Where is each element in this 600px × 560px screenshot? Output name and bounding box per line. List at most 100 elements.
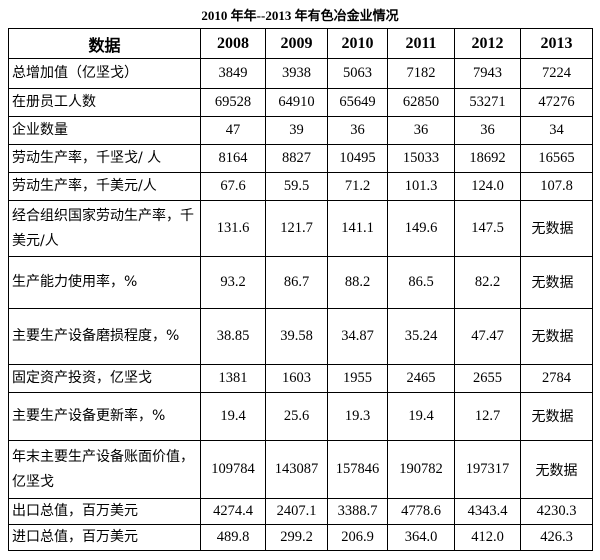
cell: 2655 <box>454 364 521 393</box>
cell: 19.4 <box>387 392 455 441</box>
cell: 7182 <box>387 58 455 89</box>
cell: 15033 <box>387 144 455 173</box>
cell: 124.0 <box>454 172 521 201</box>
cell: 39 <box>265 116 328 145</box>
row-label: 主要生产设备更新率，% <box>8 392 201 441</box>
cell: 2465 <box>387 364 455 393</box>
column-header: 2011 <box>387 28 455 59</box>
row-label: 生产能力使用率，% <box>8 256 201 309</box>
column-header: 2009 <box>265 28 328 59</box>
row-label: 固定资产投资，亿坚戈 <box>8 364 201 393</box>
table-row: 企业数量 47 39 36 36 36 34 <box>8 116 593 145</box>
cell: 25.6 <box>265 392 328 441</box>
cell: 39.58 <box>265 308 328 365</box>
header-row: 数据 2008 2009 2010 2011 2012 2013 <box>8 28 593 59</box>
cell: 71.2 <box>327 172 388 201</box>
cell: 47276 <box>520 88 593 117</box>
cell: 197317 <box>454 440 521 499</box>
cell: 34.87 <box>327 308 388 365</box>
cell: 3938 <box>265 58 328 89</box>
cell: 47 <box>200 116 266 145</box>
cell: 426.3 <box>520 524 593 551</box>
cell: 131.6 <box>200 200 266 257</box>
row-label: 在册员工人数 <box>8 88 201 117</box>
cell: 8827 <box>265 144 328 173</box>
cell: 8164 <box>200 144 266 173</box>
cell: 190782 <box>387 440 455 499</box>
cell: 86.5 <box>387 256 455 309</box>
cell: 109784 <box>200 440 266 499</box>
cell: 82.2 <box>454 256 521 309</box>
table-body: 总增加值（亿坚戈） 3849 3938 5063 7182 7943 7224 在册员工人数 6… <box>8 58 593 551</box>
cell: 34 <box>520 116 593 145</box>
cell: 2407.1 <box>265 498 328 525</box>
row-label: 出口总值，百万美元 <box>8 498 201 525</box>
cell: 3388.7 <box>327 498 388 525</box>
cell: 5063 <box>327 58 388 89</box>
cell: 412.0 <box>454 524 521 551</box>
row-label: 年末主要生产设备账面价值，亿坚戈 <box>8 440 201 499</box>
table-row: 主要生产设备磨损程度，% 38.85 39.58 34.87 35.24 47.47 无数据 <box>8 308 593 365</box>
table-row: 年末主要生产设备账面价值，亿坚戈 109784 143087 157846 190782… <box>8 440 593 499</box>
table-row: 生产能力使用率，% 93.2 86.7 88.2 86.5 82.2 无数据 <box>8 256 593 309</box>
column-header: 2012 <box>454 28 521 59</box>
table-row: 在册员工人数 69528 64910 65649 62850 53271 47276 <box>8 88 593 117</box>
cell: 无数据 <box>520 256 593 309</box>
cell: 62850 <box>387 88 455 117</box>
cell: 无数据 <box>520 392 593 441</box>
table-row: 经合组织国家劳动生产率，千美元/人 131.6 121.7 141.1 149.6 147… <box>8 200 593 257</box>
cell: 299.2 <box>265 524 328 551</box>
column-header: 2008 <box>200 28 266 59</box>
column-header: 2013 <box>520 28 593 59</box>
cell: 1381 <box>200 364 266 393</box>
cell: 36 <box>454 116 521 145</box>
table-row: 出口总值，百万美元 4274.4 2407.1 3388.7 4778.6 4343.4 4… <box>8 498 593 525</box>
table-row: 总增加值（亿坚戈） 3849 3938 5063 7182 7943 7224 <box>8 58 593 89</box>
cell: 149.6 <box>387 200 455 257</box>
column-header: 数据 <box>8 28 201 59</box>
cell: 64910 <box>265 88 328 117</box>
cell: 无数据 <box>520 440 593 499</box>
cell: 36 <box>327 116 388 145</box>
cell: 7943 <box>454 58 521 89</box>
cell: 4274.4 <box>200 498 266 525</box>
cell: 147.5 <box>454 200 521 257</box>
cell: 35.24 <box>387 308 455 365</box>
cell: 7224 <box>520 58 593 89</box>
cell: 141.1 <box>327 200 388 257</box>
cell: 489.8 <box>200 524 266 551</box>
cell: 101.3 <box>387 172 455 201</box>
cell: 4230.3 <box>520 498 593 525</box>
table-row: 进口总值，百万美元 489.8 299.2 206.9 364.0 412.0 426.3 <box>8 524 593 551</box>
cell: 无数据 <box>520 308 593 365</box>
cell: 67.6 <box>200 172 266 201</box>
cell: 53271 <box>454 88 521 117</box>
cell: 38.85 <box>200 308 266 365</box>
title: 2010 年年--2013 年有色冶金业情况 <box>201 8 399 23</box>
cell: 93.2 <box>200 256 266 309</box>
cell: 47.47 <box>454 308 521 365</box>
cell: 12.7 <box>454 392 521 441</box>
row-label: 企业数量 <box>8 116 201 145</box>
column-header: 2010 <box>327 28 388 59</box>
cell: 69528 <box>200 88 266 117</box>
cell: 19.3 <box>327 392 388 441</box>
cell: 3849 <box>200 58 266 89</box>
row-label: 总增加值（亿坚戈） <box>8 58 201 89</box>
cell: 2784 <box>520 364 593 393</box>
row-label: 劳动生产率，千美元/人 <box>8 172 201 201</box>
data-table: 数据 2008 2009 2010 2011 2012 2013 总增加值（亿坚戈） 3849… <box>8 28 593 551</box>
cell: 4343.4 <box>454 498 521 525</box>
row-label: 经合组织国家劳动生产率，千美元/人 <box>8 200 201 257</box>
cell: 59.5 <box>265 172 328 201</box>
table-row: 主要生产设备更新率，% 19.4 25.6 19.3 19.4 12.7 无数据 <box>8 392 593 441</box>
cell: 16565 <box>520 144 593 173</box>
row-label: 主要生产设备磨损程度，% <box>8 308 201 365</box>
cell: 19.4 <box>200 392 266 441</box>
table-row: 劳动生产率，千美元/人 67.6 59.5 71.2 101.3 124.0 107.8 <box>8 172 593 201</box>
cell: 18692 <box>454 144 521 173</box>
cell: 4778.6 <box>387 498 455 525</box>
cell: 121.7 <box>265 200 328 257</box>
cell: 10495 <box>327 144 388 173</box>
